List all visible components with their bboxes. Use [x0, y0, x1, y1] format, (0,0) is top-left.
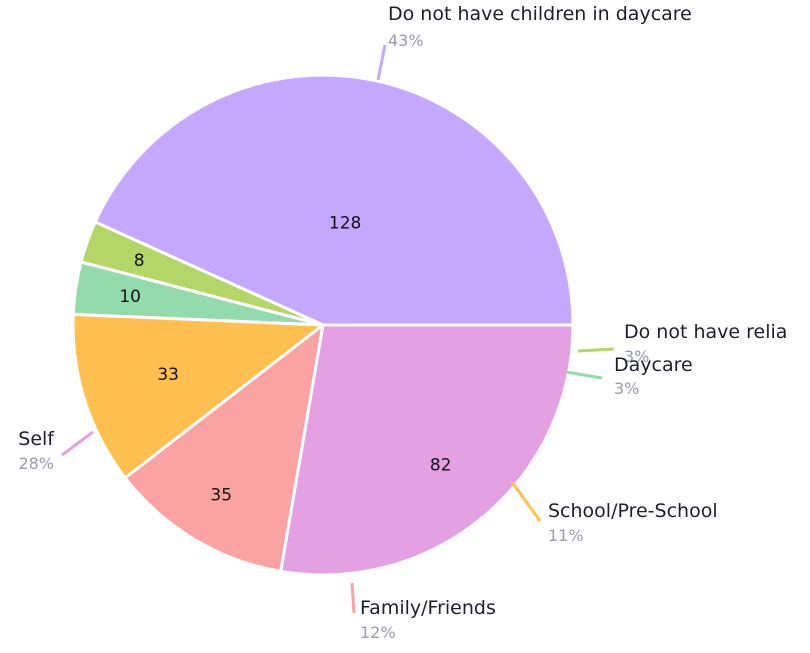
leader-line-do-not-have-children-in-daycare: [376, 44, 387, 81]
leader-line-do-not-have-relia: [577, 347, 615, 353]
slice-percent-label-daycare: 3%: [614, 379, 639, 398]
pie-slice-do-not-have-children-in-daycare[interactable]: [93, 73, 575, 327]
slice-name-label-family-friends: Family/Friends: [360, 597, 496, 619]
slice-value-daycare: 10: [119, 287, 141, 307]
slice-name-label-self: Self: [18, 428, 55, 450]
pie-slices: [71, 73, 575, 577]
pie-slice-school-pre-school[interactable]: [71, 312, 325, 480]
leader-line-school-pre-school: [510, 481, 542, 522]
slice-percent-label-self: 28%: [18, 454, 54, 473]
slice-labels: 128 Do not have children in daycare 43% 8 Do…: [18, 3, 787, 642]
slice-value-school-pre-school: 33: [157, 365, 179, 385]
leader-line-self: [61, 430, 94, 457]
slice-name-label-do-not-have-children-in-daycare: Do not have children in daycare: [388, 3, 692, 25]
leader-lines: [61, 44, 615, 614]
slice-value-family-friends: 35: [210, 485, 232, 505]
slice-percent-label-do-not-have-children-in-daycare: 43%: [388, 31, 424, 50]
slice-name-label-school-pre-school: School/Pre-School: [548, 500, 718, 522]
slice-value-do-not-have-children-in-daycare: 128: [329, 213, 361, 233]
slice-percent-label-school-pre-school: 11%: [548, 526, 584, 545]
slice-percent-label-family-friends: 12%: [360, 623, 396, 642]
slice-percent-label-do-not-have-relia: 3%: [624, 347, 649, 366]
slice-name-label-daycare: Daycare: [614, 354, 693, 376]
pie-slice-family-friends[interactable]: [123, 323, 325, 573]
slice-name-label-do-not-have-relia: Do not have relia: [624, 321, 787, 343]
slice-value-self: 82: [430, 456, 452, 476]
leader-line-family-friends: [350, 582, 356, 614]
leader-line-daycare: [565, 370, 603, 380]
pie-slice-self[interactable]: [279, 323, 575, 577]
slice-value-do-not-have-relia: 8: [134, 251, 145, 271]
